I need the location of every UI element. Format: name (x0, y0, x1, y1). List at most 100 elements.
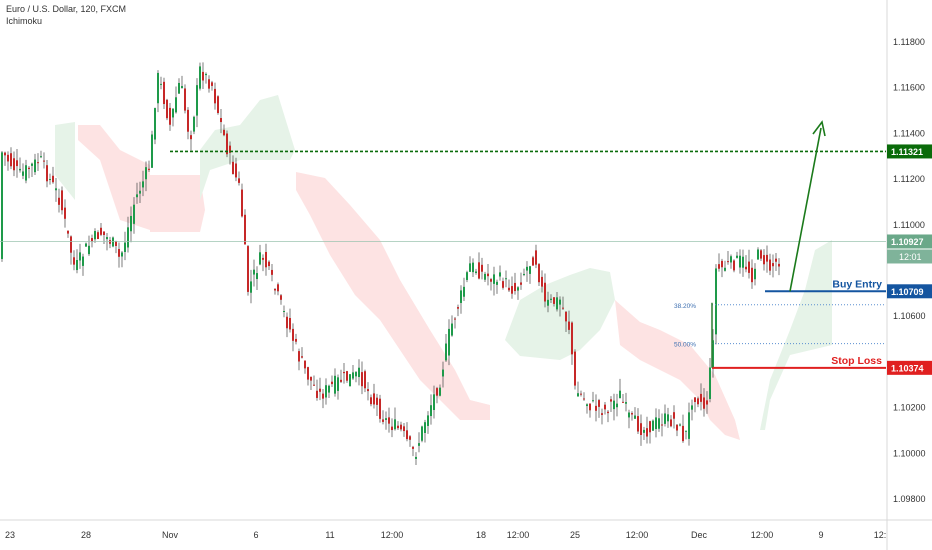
candle (265, 243, 267, 276)
candle-body (211, 82, 213, 86)
time-tick-label: 28 (81, 530, 91, 540)
candle-body (1, 152, 3, 259)
candle (466, 270, 468, 283)
candle (664, 404, 666, 427)
candle-body (547, 299, 549, 306)
candle (685, 430, 687, 440)
candle (547, 291, 549, 313)
candle-body (481, 264, 483, 272)
candle-body (475, 271, 477, 273)
stop-loss-label: Stop Loss (831, 355, 882, 367)
candle (40, 150, 42, 159)
candle-body (724, 267, 726, 271)
candle-body (31, 163, 33, 166)
candle (592, 391, 594, 403)
candle (238, 171, 240, 186)
price-tick-label: 1.11000 (893, 220, 925, 230)
candle-body (385, 418, 387, 420)
candle (742, 249, 744, 277)
candle-body (454, 318, 456, 320)
candle-body (712, 340, 714, 369)
candle (145, 161, 147, 192)
candle-body (253, 269, 255, 275)
candle (424, 419, 426, 443)
candle-body (361, 372, 363, 387)
candle (772, 254, 774, 278)
target-arrow-head (812, 120, 826, 137)
candle (217, 95, 219, 115)
candle-body (115, 241, 117, 246)
candle (415, 452, 417, 465)
candle-body (514, 282, 516, 292)
candle-body (73, 257, 75, 265)
candle-body (148, 168, 150, 170)
candle-body (250, 281, 252, 293)
candle (46, 159, 48, 188)
candle-body (409, 436, 411, 440)
candle (676, 423, 678, 437)
candle-body (523, 273, 525, 275)
candle (31, 162, 33, 177)
candle-body (499, 272, 501, 277)
candle-body (292, 328, 294, 341)
candle (130, 206, 132, 243)
candle (601, 408, 603, 425)
candle (631, 411, 633, 421)
current-price-badge-text: 1.10927 (891, 237, 924, 247)
candle-body (100, 227, 102, 235)
time-tick-label: 12:00 (507, 530, 530, 540)
candle (403, 423, 405, 437)
candle (304, 360, 306, 374)
candle-body (496, 281, 498, 285)
candle-body (364, 371, 366, 389)
candle (82, 253, 84, 276)
candle-body (652, 420, 654, 431)
candle-body (112, 237, 114, 247)
candle (277, 282, 279, 296)
candle (79, 243, 81, 269)
candle (694, 397, 696, 413)
candle-body (316, 390, 318, 398)
candle-body (700, 393, 702, 402)
candle-body (67, 230, 69, 234)
candle (706, 391, 708, 414)
candle-body (133, 204, 135, 224)
candle (478, 252, 480, 280)
candle-body (634, 415, 636, 419)
candle (724, 260, 726, 272)
candle (757, 247, 759, 261)
candle-body (217, 96, 219, 114)
candle-body (184, 88, 186, 111)
candle-body (766, 254, 768, 262)
candle-body (646, 428, 648, 437)
candle (175, 86, 177, 114)
candle (523, 268, 525, 277)
candle-body (520, 282, 522, 285)
candle-body (49, 179, 51, 181)
candle-body (745, 266, 747, 270)
candle (505, 270, 507, 288)
candle-body (484, 273, 486, 280)
time-tick-label: 25 (570, 530, 580, 540)
candle-body (424, 422, 426, 433)
candle-body (655, 417, 657, 429)
candle-body (262, 257, 264, 260)
candle-body (559, 299, 561, 305)
candle-body (343, 371, 345, 374)
candle-body (664, 413, 666, 424)
price-tick-label: 1.10000 (893, 448, 926, 458)
time-tick-label: 12:00 (751, 530, 774, 540)
candle (214, 82, 216, 110)
candle-body (157, 72, 159, 104)
candle-body (22, 171, 24, 176)
candle (301, 347, 303, 359)
candle-body (202, 71, 204, 81)
candle-body (58, 197, 60, 205)
candle (529, 265, 531, 284)
candle (514, 272, 516, 295)
candle (373, 383, 375, 409)
candle-body (397, 425, 399, 429)
stop-loss-badge-text: 1.10374 (891, 363, 924, 373)
candle-body (142, 181, 144, 188)
